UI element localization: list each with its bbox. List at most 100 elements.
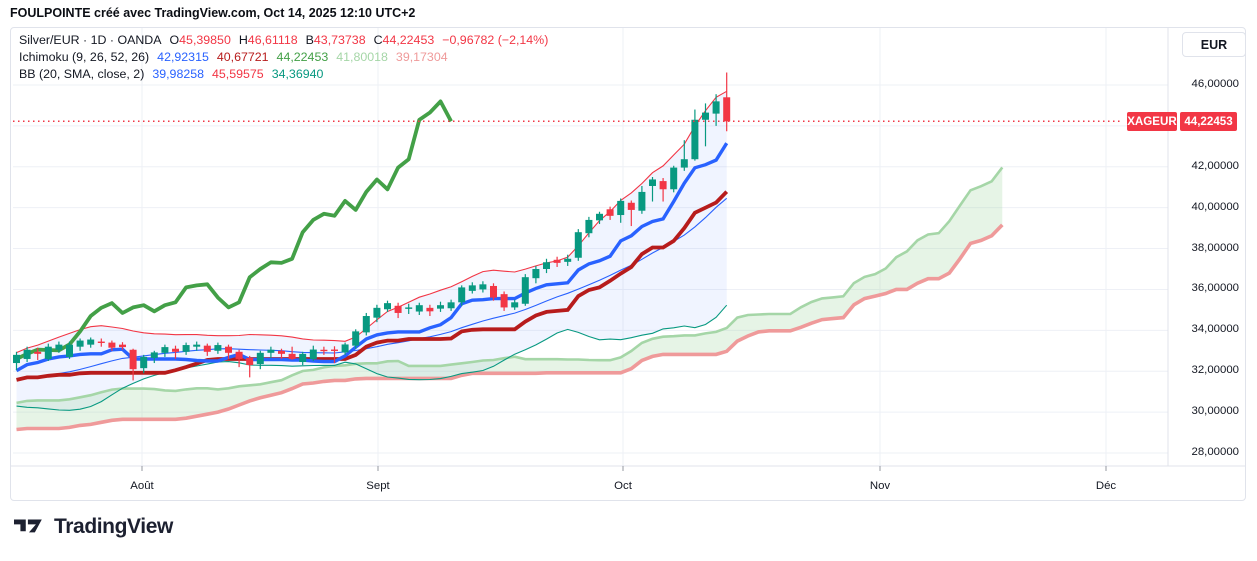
candle-up bbox=[23, 349, 31, 359]
candle-up bbox=[617, 200, 625, 216]
candle-up bbox=[341, 344, 349, 353]
candle-down bbox=[203, 345, 211, 352]
legend-bb-row[interactable]: BB (20, SMA, close, 2) 39,98258 45,59575 34… bbox=[19, 66, 548, 83]
currency-button[interactable]: EUR bbox=[1182, 32, 1246, 57]
candle-down bbox=[394, 305, 402, 313]
candle-down bbox=[97, 341, 105, 343]
month-label: Nov bbox=[869, 480, 891, 492]
month-label: Sept bbox=[366, 480, 390, 492]
candle-up bbox=[140, 356, 148, 369]
legend-token: O45,39850 bbox=[169, 33, 231, 47]
legend-token: C44,22453 bbox=[373, 33, 435, 47]
legend-token: Ichimoku (9, 26, 52, 26) bbox=[19, 50, 150, 64]
legend-token: 39,17304 bbox=[395, 50, 448, 64]
candle-up bbox=[362, 316, 370, 333]
price-axis-label: 30,00000 bbox=[1191, 405, 1239, 418]
candle-up bbox=[574, 232, 582, 258]
last-price-tag-value: 44,22453 bbox=[1180, 111, 1237, 131]
series-layer bbox=[13, 72, 1004, 432]
candle-up bbox=[596, 213, 603, 221]
candle-up bbox=[638, 191, 646, 211]
price-axis-label: 28,00000 bbox=[1191, 445, 1239, 458]
legend-symbol-row[interactable]: Silver/EUR · 1D · OANDA O45,39850 H46,6111… bbox=[19, 32, 548, 49]
candle-up bbox=[161, 347, 169, 353]
tradingview-logo-icon bbox=[14, 519, 42, 533]
candle-down bbox=[129, 349, 137, 370]
candle-down bbox=[320, 349, 328, 352]
candle-up bbox=[352, 331, 360, 346]
candle-up bbox=[76, 340, 84, 347]
candle-down bbox=[426, 307, 434, 312]
candle-up bbox=[670, 167, 678, 190]
candle-up bbox=[44, 346, 52, 359]
candle-up bbox=[150, 352, 158, 358]
candle-up bbox=[299, 353, 307, 363]
legend-token: 34,36940 bbox=[271, 67, 324, 81]
price-axis-label: 36,00000 bbox=[1191, 282, 1239, 295]
candle-up bbox=[415, 305, 423, 312]
month-label: Oct bbox=[614, 480, 632, 492]
candle-down bbox=[119, 344, 126, 348]
legend-token: 40,67721 bbox=[216, 50, 269, 64]
month-label: Août bbox=[130, 480, 154, 492]
chart-plot-area[interactable] bbox=[11, 28, 1245, 500]
candle-up bbox=[691, 119, 699, 160]
price-axis-label: 38,00000 bbox=[1191, 241, 1239, 254]
candle-up bbox=[66, 344, 73, 357]
candle-up bbox=[182, 345, 190, 352]
legend-token: 42,92315 bbox=[157, 50, 209, 64]
candles bbox=[13, 72, 731, 381]
legend-token: −0,96782 (−2,14%) bbox=[442, 33, 549, 47]
candle-up bbox=[214, 345, 222, 351]
candle-up bbox=[702, 112, 709, 120]
price-axis-label: 34,00000 bbox=[1191, 323, 1239, 336]
legend-token: H46,61118 bbox=[238, 33, 298, 47]
candle-down bbox=[225, 346, 232, 353]
candle-up bbox=[564, 258, 572, 262]
kijun-line bbox=[16, 190, 729, 382]
legend-token: 45,59575 bbox=[212, 67, 264, 81]
legend-token: BB (20, SMA, close, 2) bbox=[19, 67, 145, 81]
chikou-line bbox=[15, 99, 453, 361]
tradingview-logo[interactable]: TradingView bbox=[14, 515, 173, 539]
candle-down bbox=[235, 351, 243, 359]
header-title: FOULPOINTE créé avec TradingView.com, Oc… bbox=[10, 6, 416, 20]
candle-up bbox=[309, 349, 317, 359]
candle-down bbox=[278, 350, 285, 354]
chart-widget: Silver/EUR · 1D · OANDA O45,39850 H46,6111… bbox=[10, 27, 1246, 501]
candle-down bbox=[500, 294, 508, 308]
candle-up bbox=[543, 262, 550, 269]
candle-up bbox=[256, 352, 264, 365]
candle-up bbox=[13, 354, 20, 364]
candle-down bbox=[553, 259, 561, 263]
candle-down bbox=[246, 357, 254, 366]
candle-down bbox=[331, 349, 338, 351]
candle-up bbox=[267, 349, 275, 353]
candle-up bbox=[87, 339, 95, 345]
legend-token: 41,80018 bbox=[336, 50, 388, 64]
candle-up bbox=[521, 277, 529, 304]
price-axis-label: 40,00000 bbox=[1191, 200, 1239, 213]
legend: Silver/EUR · 1D · OANDA O45,39850 H46,6111… bbox=[19, 32, 548, 83]
candle-up bbox=[437, 305, 444, 309]
month-label: Déc bbox=[1095, 480, 1117, 492]
price-axis-label: 32,00000 bbox=[1191, 364, 1239, 377]
candle-down bbox=[659, 181, 667, 190]
senkou-b-line bbox=[16, 223, 1004, 432]
candle-up bbox=[55, 344, 63, 350]
candle-down bbox=[723, 97, 731, 122]
legend-ichimoku-row[interactable]: Ichimoku (9, 26, 52, 26) 42,92315 40,67721… bbox=[19, 49, 548, 66]
last-price-tag-symbol: XAGEUR bbox=[1127, 111, 1177, 131]
legend-token: B43,73738 bbox=[305, 33, 366, 47]
candle-up bbox=[712, 101, 720, 114]
price-axis-label: 46,00000 bbox=[1191, 78, 1239, 90]
candle-up bbox=[458, 287, 466, 303]
candle-up bbox=[405, 307, 413, 309]
legend-token: 44,22453 bbox=[276, 50, 329, 64]
candle-up bbox=[585, 219, 593, 234]
candle-up bbox=[193, 344, 201, 347]
bb-fill bbox=[16, 91, 727, 411]
candle-down bbox=[108, 342, 116, 348]
candle-down bbox=[490, 285, 497, 298]
